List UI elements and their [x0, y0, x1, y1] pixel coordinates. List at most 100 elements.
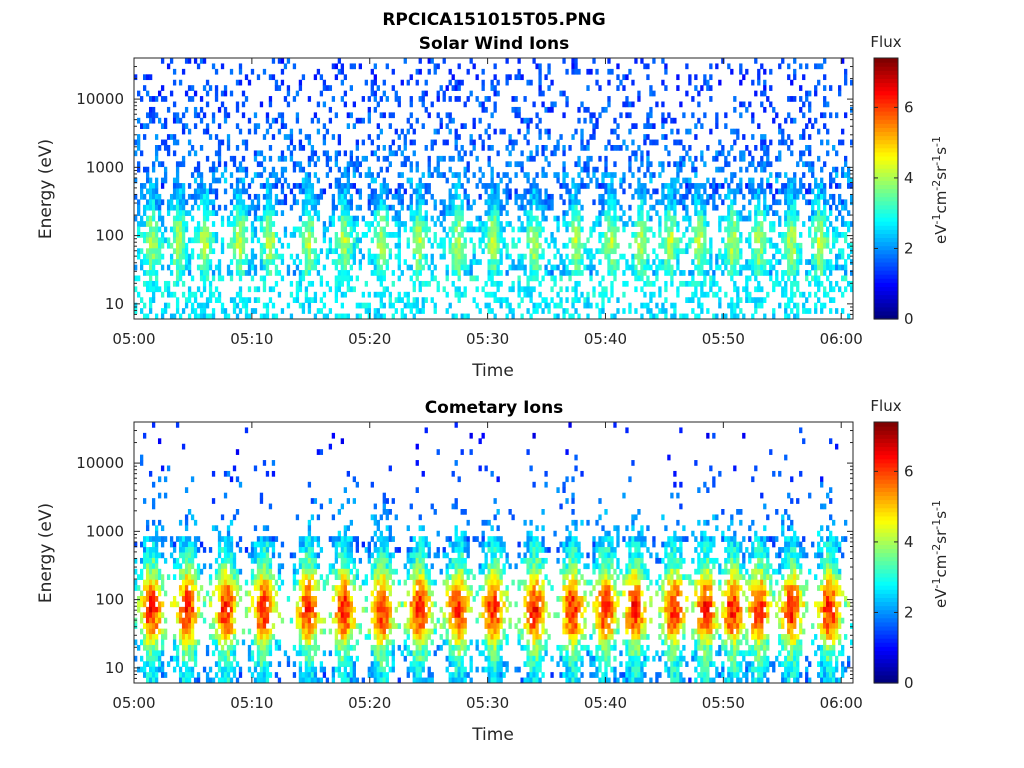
heat-cell [652, 259, 656, 265]
heat-cell [154, 259, 159, 265]
heat-cell [667, 215, 671, 222]
heat-cell [316, 177, 321, 184]
heat-cell [259, 101, 264, 108]
heat-cell [334, 237, 339, 244]
heat-cell [754, 226, 758, 233]
heat-cell [736, 128, 740, 135]
heat-cell [289, 204, 294, 211]
heat-cell [151, 481, 156, 488]
heat-cell [490, 215, 494, 222]
heat-cell [337, 150, 342, 157]
heat-cell [142, 601, 147, 608]
heat-cell [574, 297, 578, 303]
heat-cell [232, 308, 237, 314]
heat-cell [175, 422, 180, 428]
heat-cell [763, 150, 767, 157]
heat-cell [526, 275, 530, 282]
colorbar-title: Flux [870, 33, 901, 51]
heat-cell [205, 237, 210, 244]
heat-cell [271, 172, 276, 178]
heat-cell [169, 313, 174, 320]
heat-cell [580, 166, 584, 173]
heat-cell [238, 237, 243, 244]
heat-cell [838, 232, 842, 238]
heat-cell [850, 139, 854, 146]
heat-cell [298, 215, 303, 222]
heat-cell [535, 221, 539, 227]
heat-cell [805, 308, 809, 314]
heat-cell [202, 302, 207, 309]
heat-cell [145, 644, 150, 651]
heat-cell [382, 215, 386, 222]
heat-cell [184, 242, 189, 249]
heat-cell [562, 112, 566, 119]
heat-cell [694, 123, 698, 129]
heat-cell [499, 199, 503, 206]
heat-cell [373, 106, 377, 113]
heat-cell [343, 248, 348, 255]
heat-cell [373, 193, 377, 200]
heat-cell [271, 242, 276, 249]
heat-cell [223, 106, 228, 113]
heat-cell [775, 155, 779, 162]
heat-cell [790, 96, 794, 102]
heat-cell [184, 617, 189, 624]
heat-cell [772, 226, 776, 233]
heat-cell [301, 177, 306, 184]
heat-cell [526, 117, 530, 124]
heat-cell [184, 552, 189, 559]
heat-cell [151, 623, 156, 629]
heat-cell [733, 106, 737, 113]
heat-cell [451, 193, 455, 200]
heat-cell [643, 232, 647, 238]
heat-cell [547, 270, 551, 276]
heat-cell [601, 183, 605, 189]
heat-cell [229, 677, 234, 684]
heat-cell [370, 139, 374, 146]
heat-cell [187, 628, 192, 635]
colorbar-step [874, 98, 898, 104]
heat-cell [796, 193, 800, 200]
heat-cell [808, 161, 812, 168]
heat-cell [580, 226, 584, 233]
colorbar-step [874, 90, 898, 96]
heat-cell [739, 188, 743, 195]
heat-cell [484, 232, 488, 238]
heat-cell [427, 155, 431, 162]
heat-cell [346, 275, 350, 282]
heat-cell [532, 183, 536, 189]
heat-cell [349, 199, 353, 206]
heat-cell [655, 275, 659, 282]
heat-cell [232, 242, 237, 249]
heat-cell [343, 210, 348, 216]
heat-cell [205, 155, 210, 162]
heat-cell [733, 96, 737, 102]
heat-cell [736, 221, 740, 227]
heat-cell [574, 248, 578, 255]
heat-cell [487, 291, 491, 298]
heat-cell [457, 193, 461, 200]
heat-cell [592, 112, 596, 119]
heat-cell [313, 74, 318, 81]
heat-cell [151, 291, 156, 298]
heat-cell [532, 58, 536, 64]
heat-cell [340, 291, 345, 298]
heat-cell [793, 117, 797, 124]
heat-cell [703, 112, 707, 119]
heat-cell [625, 112, 629, 119]
heat-cell [268, 96, 273, 102]
heat-cell [199, 117, 204, 124]
heat-cell [223, 557, 228, 564]
heat-cell [298, 183, 303, 189]
heat-cell [562, 210, 566, 216]
heat-cell [640, 204, 644, 211]
heat-cell [733, 280, 737, 287]
heat-cell [814, 302, 818, 309]
heat-cell [697, 221, 701, 227]
heat-cell [751, 188, 755, 195]
heat-cell [304, 172, 309, 178]
heat-cell [283, 226, 288, 233]
heat-cell [184, 90, 189, 97]
heat-cell [346, 177, 350, 184]
heat-cell [316, 155, 321, 162]
